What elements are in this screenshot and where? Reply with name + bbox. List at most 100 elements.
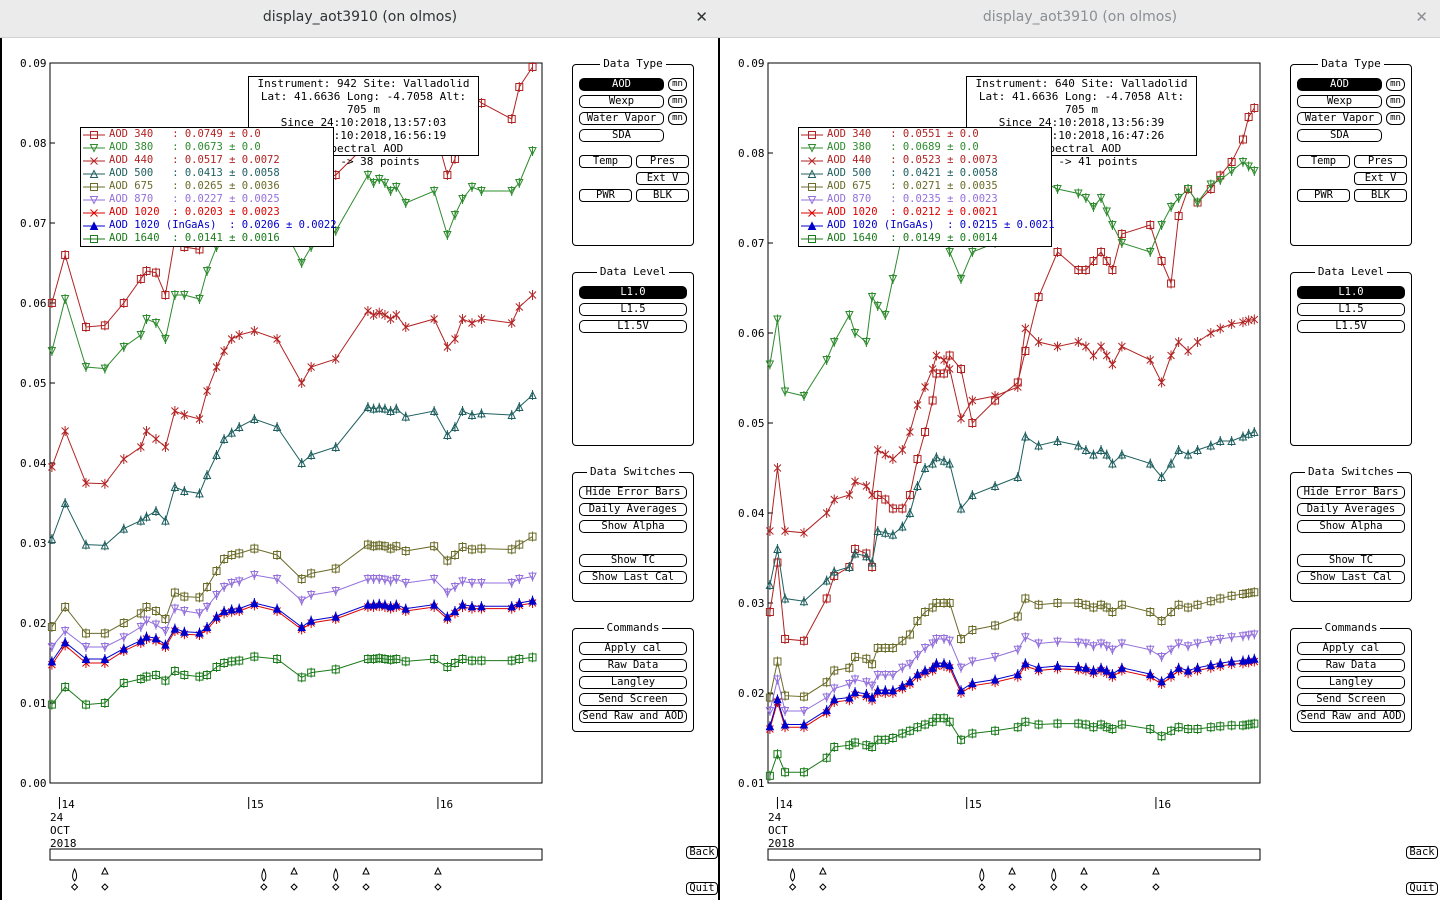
raw-data-button[interactable]: Raw Data xyxy=(1297,659,1405,672)
wexp-mn-button[interactable]: mn xyxy=(668,95,687,108)
data-point xyxy=(1238,655,1248,665)
quit-button[interactable]: Quit xyxy=(1406,882,1438,895)
data-point xyxy=(845,663,854,672)
daily-averages-button[interactable]: Daily Averages xyxy=(579,503,687,516)
data-point xyxy=(808,209,816,217)
raw-data-button[interactable]: Raw Data xyxy=(579,659,687,672)
level-l1-5-button[interactable]: L1.5 xyxy=(579,303,687,316)
data-point xyxy=(212,363,221,371)
data-point xyxy=(89,144,99,153)
data-point xyxy=(905,508,915,517)
pres-button[interactable]: Pres xyxy=(636,155,689,168)
data-point xyxy=(888,644,897,652)
data-point xyxy=(888,504,897,513)
title-bar[interactable]: display_aot3910 (on olmos) ✕ xyxy=(720,0,1440,38)
wexp-mn-button[interactable]: mn xyxy=(1386,95,1405,108)
water-vapor-button[interactable]: Water Vapor xyxy=(579,112,664,125)
ext-v-button[interactable]: Ext V xyxy=(636,172,689,185)
title-bar[interactable]: display_aot3910 (on olmos) ✕ xyxy=(0,0,720,38)
show-tc-button[interactable]: Show TC xyxy=(579,554,687,567)
sda-button[interactable]: SDA xyxy=(1297,129,1382,142)
apply-cal-button[interactable]: Apply cal xyxy=(579,642,687,655)
level-l1-0-button[interactable]: L1.0 xyxy=(579,286,687,299)
data-point xyxy=(1117,230,1126,238)
close-icon[interactable]: ✕ xyxy=(695,8,708,26)
pres-button[interactable]: Pres xyxy=(1354,155,1407,168)
pwr-button[interactable]: PWR xyxy=(1297,189,1350,202)
hide-error-bars-button[interactable]: Hide Error Bars xyxy=(1297,486,1405,499)
data-point xyxy=(273,335,281,343)
level-l1-5v-button[interactable]: L1.5V xyxy=(579,320,687,333)
data-point xyxy=(161,443,170,451)
temp-button[interactable]: Temp xyxy=(1297,155,1350,168)
aod-mn-button[interactable]: mn xyxy=(668,78,687,91)
data-point xyxy=(1166,458,1176,468)
back-button[interactable]: Back xyxy=(1406,846,1438,859)
aod-button[interactable]: AOD xyxy=(579,78,664,91)
y-tick-label: 0.06 xyxy=(20,297,47,310)
data-point xyxy=(781,527,789,535)
send-screen-button[interactable]: Send Screen xyxy=(579,693,687,706)
data-point xyxy=(142,672,151,681)
send-raw-and-aod-button[interactable]: Send Raw and AOD xyxy=(1297,710,1405,723)
send-raw-and-aod-button[interactable]: Send Raw and AOD xyxy=(579,710,687,723)
show-last-cal-button[interactable]: Show Last Cal xyxy=(579,571,687,584)
level-l1-5-button[interactable]: L1.5 xyxy=(1297,303,1405,316)
pwr-button[interactable]: PWR xyxy=(579,189,632,202)
data-point xyxy=(1145,669,1155,679)
ext-v-button[interactable]: Ext V xyxy=(1354,172,1407,185)
data-point xyxy=(528,572,537,582)
data-point xyxy=(873,491,882,499)
sda-button[interactable]: SDA xyxy=(579,129,664,142)
data-point xyxy=(227,551,236,559)
daily-averages-button[interactable]: Daily Averages xyxy=(1297,503,1405,516)
show-last-cal-button[interactable]: Show Last Cal xyxy=(1297,571,1405,584)
data-point xyxy=(392,542,401,551)
aod-mn-button[interactable]: mn xyxy=(1386,78,1405,91)
panel-title-text: Data Switches xyxy=(586,465,680,478)
blk-button[interactable]: BLK xyxy=(1354,189,1407,202)
calibration-marker xyxy=(1080,866,1088,891)
data-point xyxy=(467,601,477,611)
level-l1-5v-button[interactable]: L1.5V xyxy=(1297,320,1405,333)
langley-button[interactable]: Langley xyxy=(579,676,687,689)
data-point xyxy=(990,674,1000,684)
hide-error-bars-button[interactable]: Hide Error Bars xyxy=(579,486,687,499)
data-type-panel: Data Type AOD mn Wexp mn Water Vapor mn SDA Temp… xyxy=(572,57,694,246)
back-button[interactable]: Back xyxy=(686,846,718,859)
legend-entry: AOD 500 : 0.0421 ± 0.0058 xyxy=(827,167,998,179)
data-point xyxy=(867,557,877,567)
aod-button[interactable]: AOD xyxy=(1297,78,1382,91)
temp-button[interactable]: Temp xyxy=(579,155,632,168)
level-l1-0-button[interactable]: L1.0 xyxy=(1297,286,1405,299)
data-point xyxy=(873,644,882,652)
data-point xyxy=(1074,266,1083,274)
data-point xyxy=(957,365,966,373)
quit-button[interactable]: Quit xyxy=(686,882,718,895)
apply-cal-button[interactable]: Apply cal xyxy=(1297,642,1405,655)
show-alpha-button[interactable]: Show Alpha xyxy=(1297,520,1405,533)
data-switches-panel: Data Switches Hide Error Bars Daily Averag… xyxy=(1290,465,1412,602)
wexp-button[interactable]: Wexp xyxy=(1297,95,1382,108)
data-point xyxy=(119,523,129,533)
langley-button[interactable]: Langley xyxy=(1297,676,1405,689)
data-point xyxy=(1184,347,1192,355)
data-point xyxy=(151,506,161,515)
data-point xyxy=(450,422,460,431)
close-icon[interactable]: ✕ xyxy=(1415,8,1428,26)
show-alpha-button[interactable]: Show Alpha xyxy=(579,520,687,533)
water-vapor-button[interactable]: Water Vapor xyxy=(1297,112,1382,125)
data-point xyxy=(1145,458,1155,468)
wexp-button[interactable]: Wexp xyxy=(579,95,664,108)
data-point xyxy=(528,147,537,156)
data-point xyxy=(928,365,937,373)
data-point xyxy=(381,311,389,319)
blk-button[interactable]: BLK xyxy=(636,189,689,202)
send-screen-button[interactable]: Send Screen xyxy=(1297,693,1405,706)
info-line: Lat: 41.6636 Long: -4.7058 Alt: 705 m xyxy=(978,90,1185,116)
data-point xyxy=(850,329,860,338)
show-tc-button[interactable]: Show TC xyxy=(1297,554,1405,567)
water-vapor-mn-button[interactable]: mn xyxy=(1386,112,1405,125)
water-vapor-mn-button[interactable]: mn xyxy=(668,112,687,125)
calibration-marker xyxy=(70,867,79,891)
